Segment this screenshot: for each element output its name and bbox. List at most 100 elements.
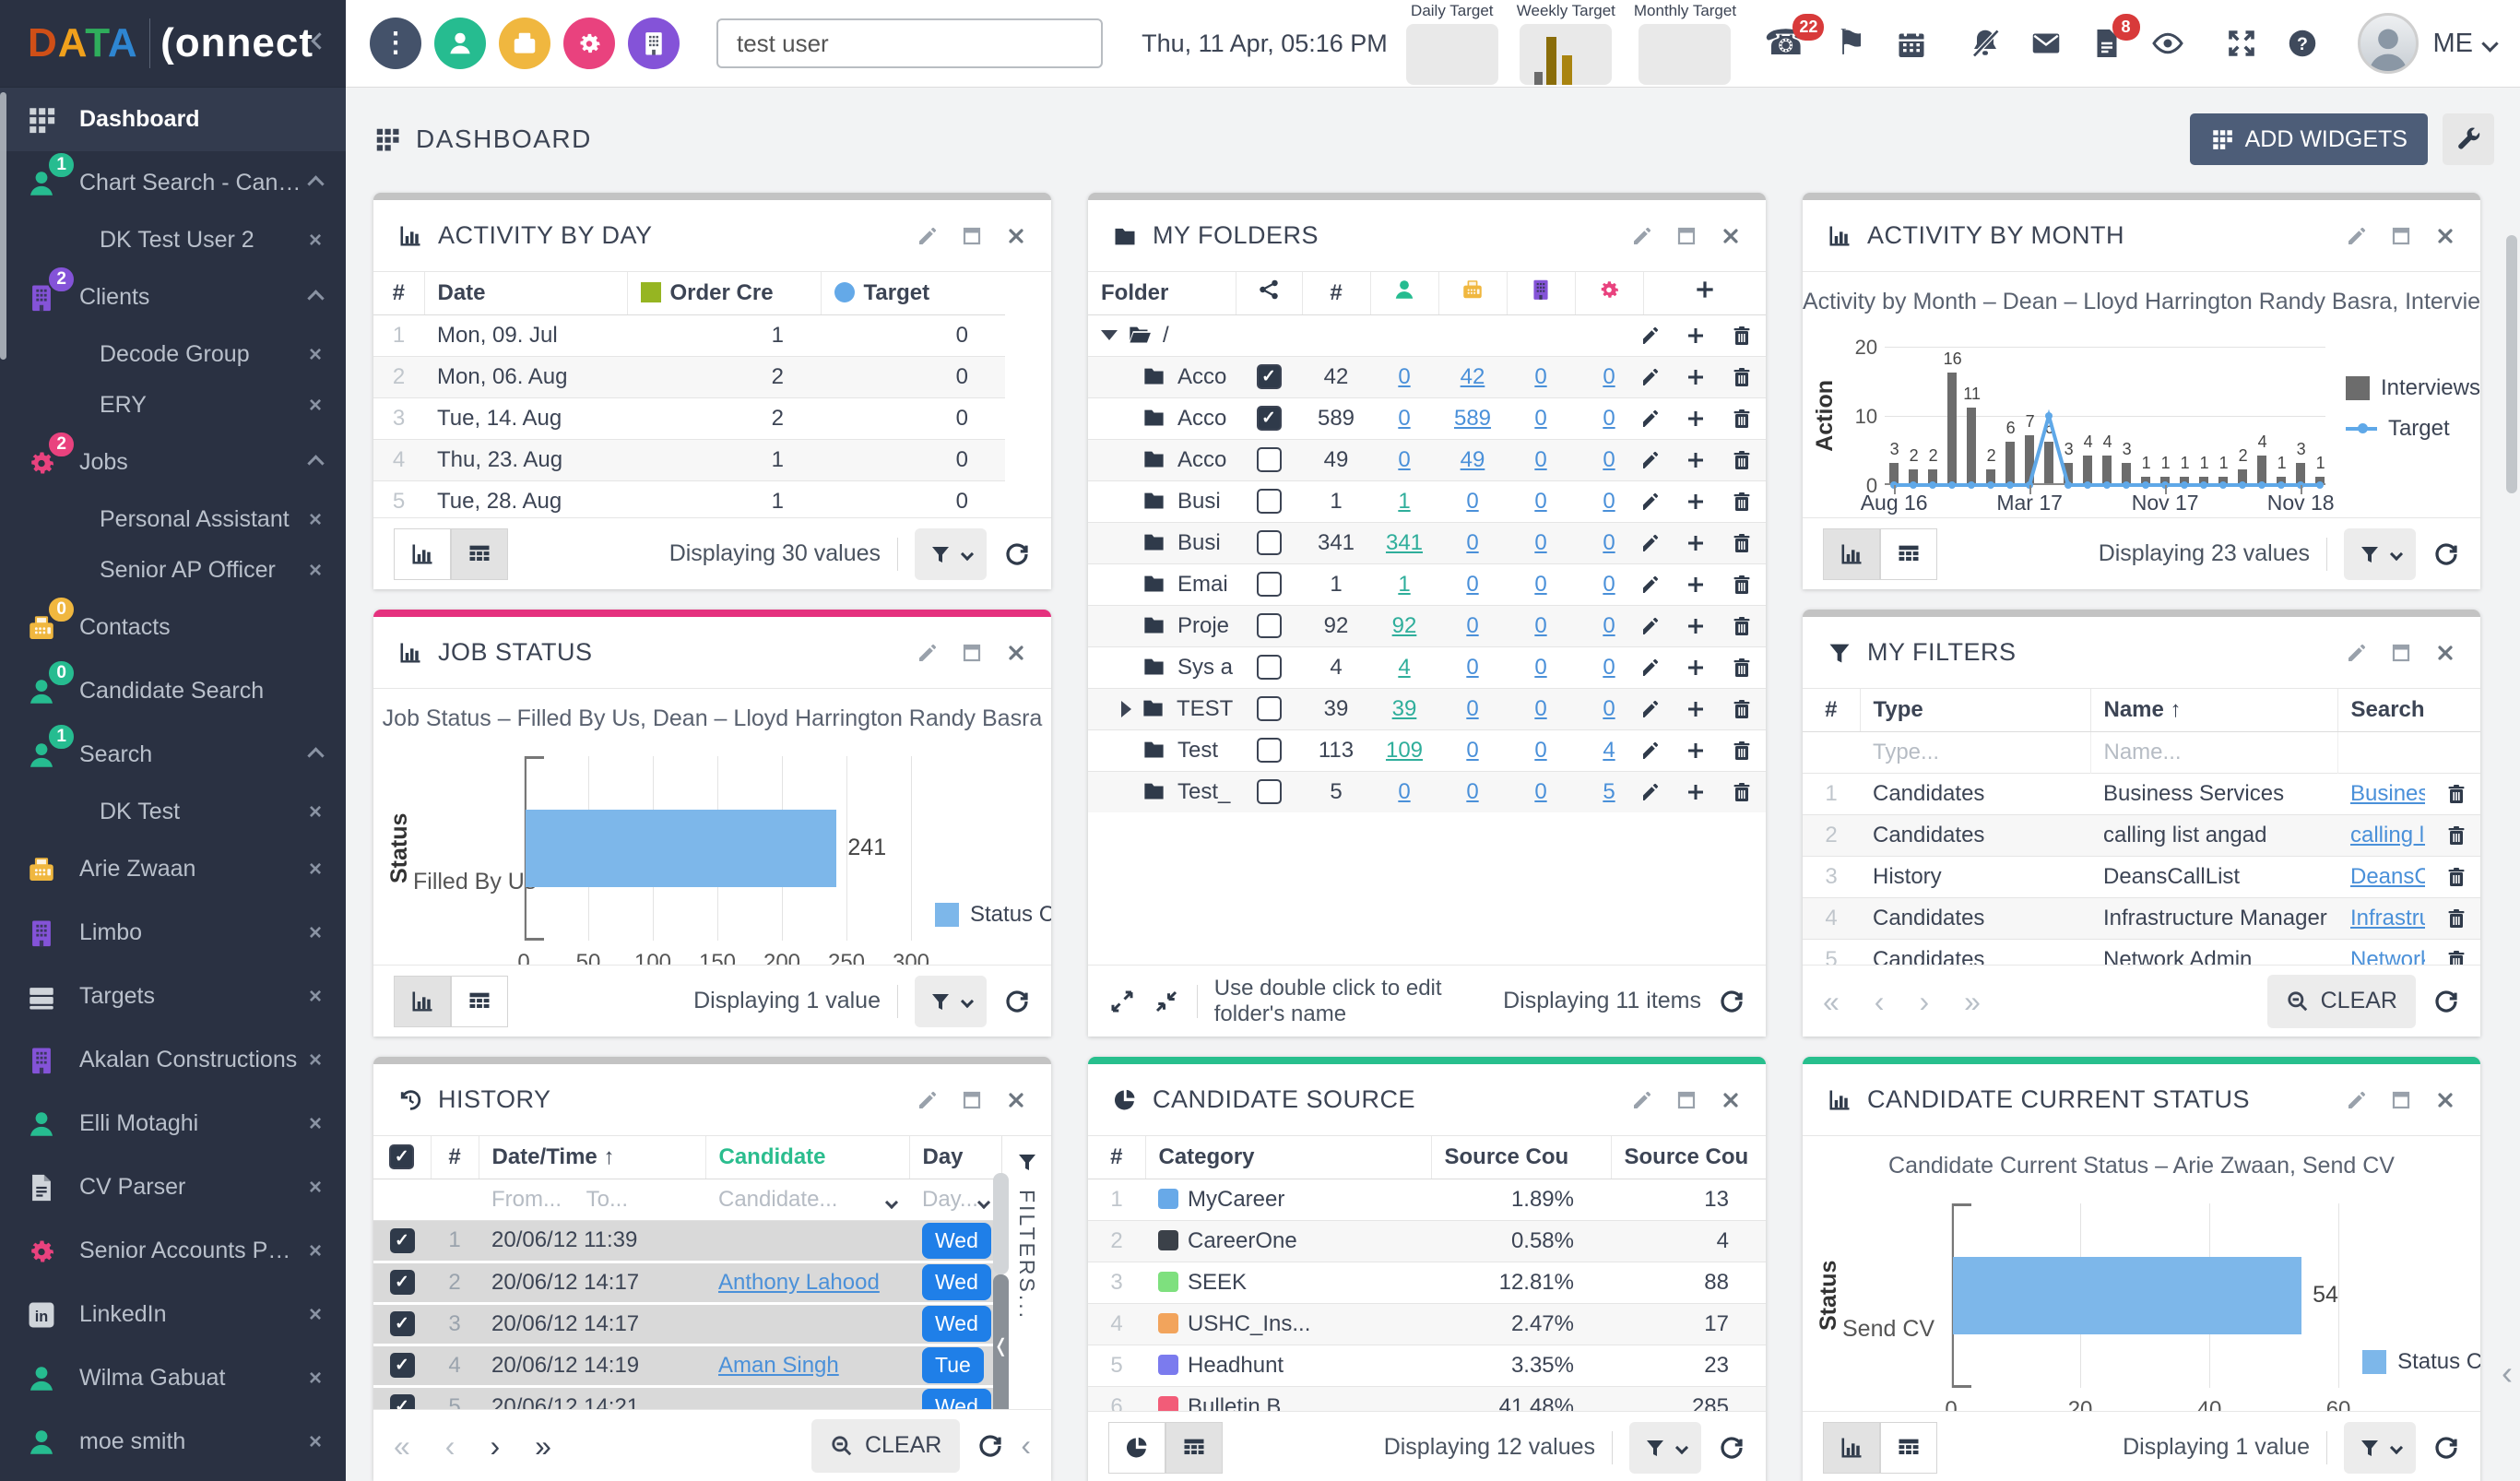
avatar[interactable] [2357, 13, 2419, 74]
fullscreen-icon[interactable] [2225, 27, 2258, 60]
sidebar-item-targets[interactable]: Targets × [0, 965, 346, 1028]
source-row[interactable]: 4 USHC_Ins... 2.47% 17 [1088, 1302, 1766, 1345]
delete-filter-icon[interactable] [2445, 866, 2467, 888]
folder-row[interactable]: Proje 92 92 0 0 0 [1088, 604, 1766, 646]
filters-side-panel[interactable]: FILTERS... ❬ [993, 1136, 1051, 1409]
folder-count-link[interactable]: 0 [1466, 737, 1479, 763]
saved-search-link[interactable]: Business... [2350, 780, 2425, 806]
table-view-button[interactable] [1165, 1421, 1223, 1474]
close-item-icon[interactable]: × [308, 919, 322, 945]
history-row[interactable]: ✓ 3 20/06/12 14:17 Wed [373, 1303, 1001, 1346]
delete-folder-icon[interactable] [1731, 740, 1753, 762]
col-datetime[interactable]: Date/Time ↑ [479, 1136, 706, 1179]
col-type[interactable]: Type [1860, 689, 2091, 732]
folder-count-link[interactable]: 4 [1398, 654, 1411, 680]
close-item-icon[interactable]: × [308, 1428, 322, 1454]
folder-count-link[interactable]: 0 [1466, 778, 1479, 804]
folder-count-link[interactable]: 1 [1398, 571, 1411, 597]
right-panel-collapse-icon[interactable]: ‹ [2502, 1354, 2513, 1392]
edit-folder-icon[interactable] [1643, 740, 1661, 762]
col-num[interactable]: # [373, 272, 425, 315]
sidebar-item-ery[interactable]: ERY × [0, 380, 346, 431]
share-checkbox[interactable] [1256, 655, 1282, 680]
folder-row[interactable]: Acco 49 0 49 0 0 [1088, 438, 1766, 480]
add-subfolder-icon[interactable] [1685, 325, 1707, 347]
close-widget-icon[interactable] [1005, 642, 1027, 664]
monthly-target[interactable]: Monthly Target [1634, 2, 1736, 85]
maximize-widget-icon[interactable] [2390, 1089, 2412, 1111]
delete-folder-icon[interactable] [1731, 408, 1753, 430]
refresh-icon[interactable] [2432, 540, 2460, 568]
sidebar-item-personal-assistant[interactable]: Personal Assistant × [0, 494, 346, 545]
sidebar-item-senior-accounts-payable-[interactable]: Senior Accounts Payable ... × [0, 1219, 346, 1283]
sidebar-item-elli-motaghi[interactable]: Elli Motaghi × [0, 1092, 346, 1155]
notifications-off-icon[interactable] [1969, 27, 2002, 60]
close-item-icon[interactable]: × [308, 341, 322, 367]
history-row[interactable]: ✓ 4 20/06/12 14:19 Aman Singh Tue [373, 1345, 1001, 1388]
sidebar-collapse-icon[interactable] [311, 32, 328, 52]
select-all-checkbox[interactable]: ✓ [389, 1144, 415, 1170]
folder-count-link[interactable]: 0 [1466, 654, 1479, 680]
row-checkbox[interactable]: ✓ [389, 1353, 415, 1378]
col-date[interactable]: Date [424, 272, 628, 315]
edit-folder-icon[interactable] [1643, 532, 1661, 554]
sidebar-item-akalan-constructions[interactable]: Akalan Constructions × [0, 1028, 346, 1092]
page-scrollbar[interactable] [2506, 235, 2517, 493]
col-search[interactable]: Search [2337, 689, 2425, 732]
sidebar-item-arie-zwaan[interactable]: Arie Zwaan × [0, 837, 346, 901]
close-item-icon[interactable]: × [308, 1365, 322, 1391]
add-subfolder-icon[interactable] [1685, 408, 1707, 430]
sidebar-item-linkedin[interactable]: in LinkedIn × [0, 1283, 346, 1346]
sidebar-item-candidate-search[interactable]: 0 Candidate Search [0, 658, 346, 723]
collapse-all-icon[interactable] [1153, 988, 1180, 1015]
quick-gear-icon[interactable] [563, 18, 615, 69]
folder-count-link[interactable]: 49 [1460, 446, 1485, 472]
add-subfolder-icon[interactable] [1685, 615, 1707, 637]
maximize-widget-icon[interactable] [1675, 225, 1698, 247]
pie-view-button[interactable] [1108, 1421, 1165, 1474]
edit-widget-icon[interactable] [2346, 225, 2368, 247]
col-folder[interactable]: Folder [1088, 272, 1236, 315]
first-page-button[interactable]: « [1823, 984, 1840, 1018]
source-row[interactable]: 5 Headhunt 3.35% 23 [1088, 1344, 1766, 1386]
folder-count-link[interactable]: 0 [1603, 405, 1615, 431]
saved-search-link[interactable]: calling lis... [2350, 822, 2425, 847]
maximize-widget-icon[interactable] [1675, 1089, 1698, 1111]
folder-count-link[interactable]: 0 [1534, 446, 1547, 472]
expand-all-icon[interactable] [1108, 988, 1136, 1015]
sidebar-scrollbar[interactable] [0, 92, 6, 360]
table-view-button[interactable] [451, 527, 508, 580]
add-subfolder-icon[interactable] [1685, 781, 1707, 803]
history-row[interactable]: ✓ 2 20/06/12 14:17 Anthony Lahood Wed [373, 1262, 1001, 1305]
source-row[interactable]: 3 SEEK 12.81% 88 [1088, 1261, 1766, 1303]
next-page-button[interactable]: › [1919, 984, 1930, 1018]
edit-widget-icon[interactable] [917, 1089, 939, 1111]
folder-count-link[interactable]: 0 [1398, 446, 1411, 472]
sidebar-item-decode-group[interactable]: Decode Group × [0, 329, 346, 380]
edit-folder-icon[interactable] [1643, 325, 1661, 347]
weekly-target[interactable]: Weekly Target [1517, 2, 1615, 85]
delete-folder-icon[interactable] [1731, 491, 1753, 513]
sidebar-item-dk-test-user-2[interactable]: DK Test User 2 × [0, 215, 346, 266]
table-row[interactable]: 2 Mon, 06. Aug 2 0 [373, 355, 1005, 397]
close-item-icon[interactable]: × [308, 557, 322, 583]
filter-row[interactable]: 4 Candidates Infrastructure Manager Infrast… [1803, 896, 2480, 939]
edit-folder-icon[interactable] [1643, 615, 1661, 637]
col-category[interactable]: Category [1145, 1136, 1432, 1179]
row-checkbox[interactable]: ✓ [389, 1394, 415, 1409]
share-checkbox[interactable] [1256, 489, 1282, 514]
folder-count-link[interactable]: 0 [1398, 778, 1411, 804]
delete-filter-icon[interactable] [2445, 949, 2467, 965]
quick-building-icon[interactable] [628, 18, 680, 69]
close-widget-icon[interactable] [2434, 642, 2456, 664]
edit-folder-icon[interactable] [1643, 657, 1661, 679]
folder-count-link[interactable]: 0 [1603, 529, 1615, 555]
filter-button[interactable] [915, 975, 987, 1027]
date-range-filter[interactable]: From... To... [479, 1179, 705, 1221]
saved-search-link[interactable]: Network... [2350, 946, 2425, 965]
documents-icon[interactable]: 8 [2090, 14, 2140, 60]
maximize-widget-icon[interactable] [961, 642, 983, 664]
close-widget-icon[interactable] [1720, 225, 1742, 247]
folder-count-link[interactable]: 0 [1534, 612, 1547, 638]
